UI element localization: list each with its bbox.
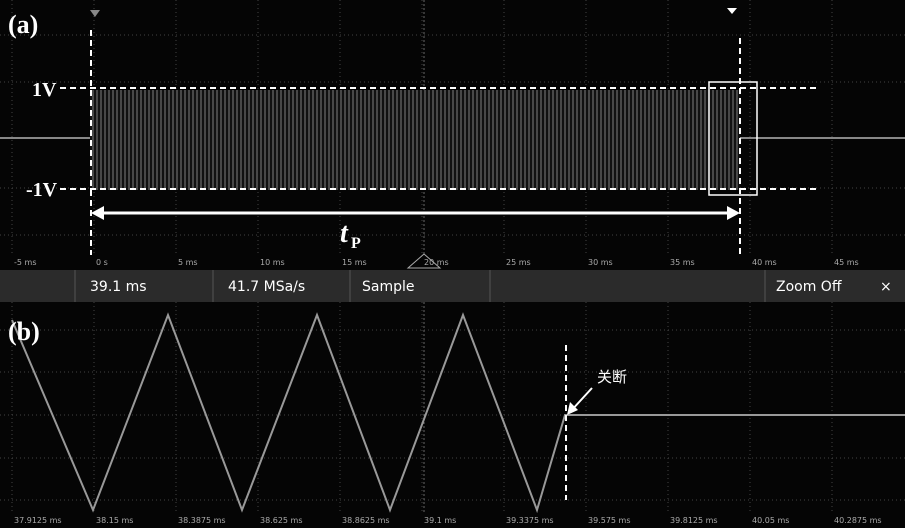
shutdown-annotation: 关断 [597,368,627,386]
time-tick-label: 37.9125 ms [14,516,62,525]
time-tick-label: 0 s [96,258,108,267]
time-tick-label: 45 ms [834,258,859,267]
time-tick-label: 39.3375 ms [506,516,554,525]
time-tick-label: 30 ms [588,258,613,267]
time-tick-label: 25 ms [506,258,531,267]
duration-symbol: t [340,218,349,249]
time-tick-label: 38.15 ms [96,516,133,525]
time-tick-label: 15 ms [342,258,367,267]
time-tick-label: 40 ms [752,258,777,267]
sample-rate: 41.7 MSa/s [228,279,305,295]
burst-waveform [90,90,740,190]
time-tick-label: 35 ms [670,258,695,267]
time-tick-label: 5 ms [178,258,198,267]
oscilloscope-figure: (a) 1V -1V t P -5 ms 0 s 5 ms 10 ms 15 ms 20 … [0,0,905,528]
level-label: 1V [32,79,57,101]
time-tick-label: 38.3875 ms [178,516,226,525]
time-tick-label: 38.625 ms [260,516,303,525]
time-tick-label: 10 ms [260,258,285,267]
time-tick-label: 38.8625 ms [342,516,390,525]
time-tick-label: 40.05 ms [752,516,789,525]
panel-label: (a) [8,10,38,39]
zoom-button[interactable]: Zoom Off [776,279,842,295]
close-button[interactable]: × [880,279,892,295]
level-label: -1V [26,179,58,201]
time-tick-label: 39.1 ms [424,516,456,525]
time-tick-label: 39.575 ms [588,516,631,525]
time-tick-label: 20 ms [424,258,449,267]
position-readout: 39.1 ms [90,279,147,295]
acquisition-mode: Sample [362,279,415,295]
panel-label: (b) [8,317,40,346]
time-tick-label: 39.8125 ms [670,516,718,525]
time-tick-label: 40.2875 ms [834,516,882,525]
time-tick-label: -5 ms [14,258,36,267]
duration-subscript: P [351,235,361,252]
